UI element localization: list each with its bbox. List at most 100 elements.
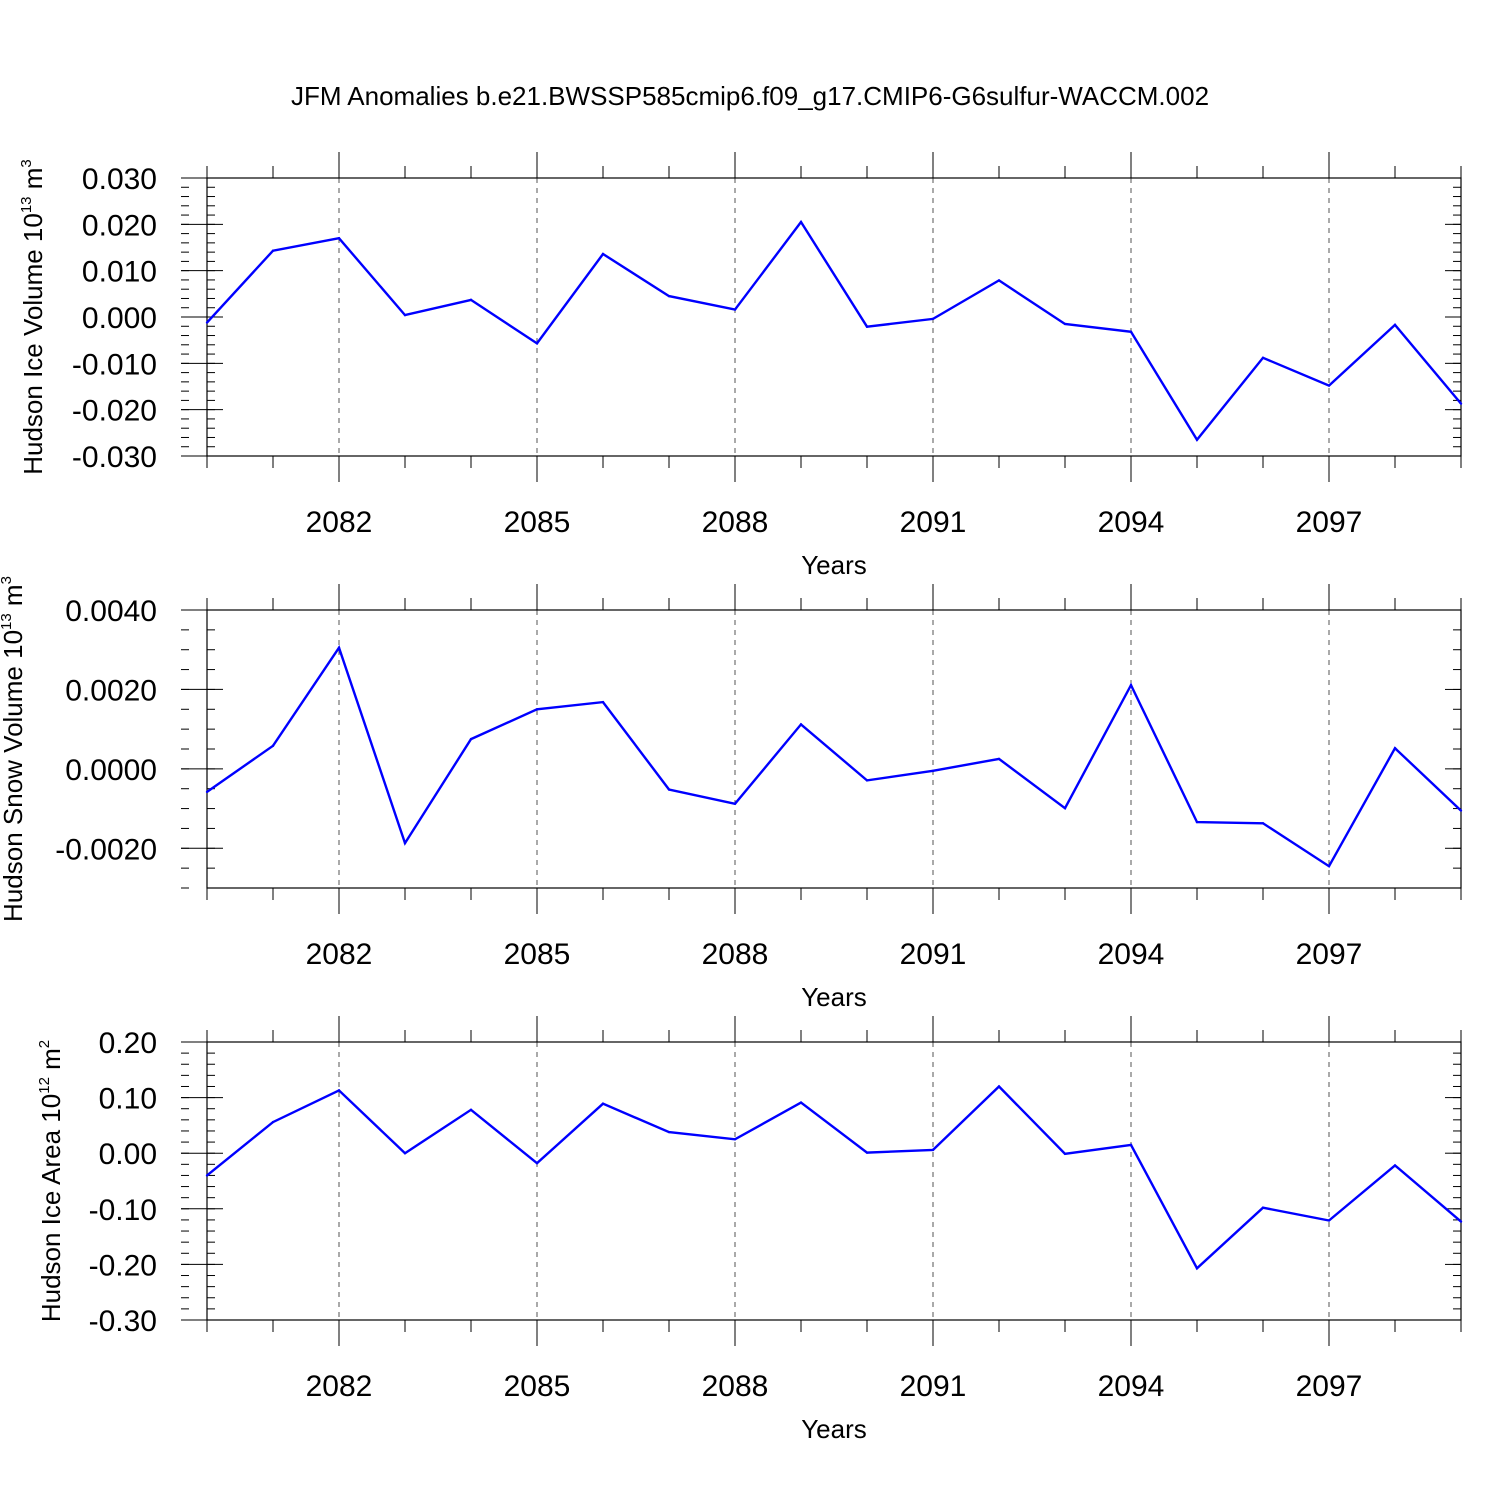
x-tick-label: 2085: [504, 1370, 571, 1403]
data-point: [271, 744, 275, 748]
y-tick-label: -0.10: [89, 1194, 157, 1227]
y-axis-title-part: m: [0, 584, 28, 613]
data-point: [1327, 864, 1331, 868]
x-tick-label: 2091: [900, 1370, 967, 1403]
data-point: [403, 1152, 407, 1155]
data-point: [337, 237, 341, 240]
x-tick-label: 2094: [1098, 506, 1165, 539]
y-tick-label: -0.20: [89, 1249, 157, 1282]
y-tick-label: 0.0040: [65, 595, 157, 628]
series-line: [206, 645, 1462, 868]
data-point: [1129, 683, 1133, 687]
data-point: [271, 1120, 275, 1124]
y-axis-title-part: Hudson Snow Volume 10: [0, 630, 28, 922]
y-axis-title-part: Hudson Ice Area 10: [36, 1094, 66, 1322]
x-tick-label: 2097: [1296, 1370, 1363, 1403]
y-tick-label: 0.000: [82, 302, 157, 335]
x-tick-label: 2088: [702, 938, 769, 971]
panel-1: 2082 2085 2088 2091 2094 2097 -0.030 -0.020 -0.0…: [18, 152, 1463, 580]
series-line: [206, 219, 1462, 442]
y-tick-label: 0.0000: [65, 754, 157, 787]
data-point: [337, 646, 341, 649]
data-point: [403, 841, 407, 845]
data-point: [733, 802, 737, 806]
data-point: [997, 1085, 1001, 1088]
y-axis-title: Hudson Ice Area 1012 m2: [36, 1040, 66, 1322]
x-tick-label: 2082: [306, 506, 373, 539]
y-tick-label: 0.030: [82, 163, 157, 196]
data-point: [1195, 1267, 1199, 1270]
x-tick-label: 2085: [504, 938, 571, 971]
data-point: [667, 294, 671, 298]
x-tick-label: 2082: [306, 938, 373, 971]
x-axis-title: Years: [801, 1414, 867, 1444]
data-point: [469, 298, 473, 302]
data-point: [799, 220, 803, 224]
data-point: [205, 790, 209, 794]
y-tick-label: -0.0020: [55, 833, 157, 866]
y-tick-label: -0.010: [72, 348, 157, 381]
data-point: [535, 708, 539, 711]
x-tick-label: 2097: [1296, 938, 1363, 971]
y-axis-title-superscript: 3: [18, 159, 35, 167]
y-tick-label: 0.010: [82, 256, 157, 289]
y-axis-title-superscript: 13: [18, 196, 35, 213]
x-tick-label: 2082: [306, 1370, 373, 1403]
x-axis-title: Years: [801, 550, 867, 580]
y-axis-title: Hudson Snow Volume 1013 m3: [0, 576, 28, 922]
series-line: [206, 1084, 1462, 1271]
data-point: [535, 1162, 539, 1165]
data-point: [601, 1102, 605, 1105]
data-point: [1063, 1152, 1067, 1155]
data-point: [865, 779, 869, 782]
x-tick-label: 2091: [900, 506, 967, 539]
data-point: [1063, 322, 1067, 326]
data-point: [469, 1108, 473, 1112]
data-point: [667, 788, 671, 791]
x-tick-label: 2097: [1296, 506, 1363, 539]
y-tick-label: -0.020: [72, 395, 157, 428]
data-point: [1393, 323, 1397, 327]
data-point: [205, 1174, 209, 1177]
data-point: [997, 279, 1001, 282]
data-point: [1459, 809, 1463, 812]
y-axis-title-superscript: 3: [0, 576, 15, 584]
data-point: [733, 1138, 737, 1141]
y-axis-title-part: m: [18, 168, 48, 197]
y-tick-label: 0.0020: [65, 674, 157, 707]
data-point: [1393, 1164, 1397, 1167]
figure-title: JFM Anomalies b.e21.BWSSP585cmip6.f09_g1…: [291, 81, 1209, 111]
y-axis-title-superscript: 12: [36, 1077, 53, 1094]
data-point: [865, 1151, 869, 1154]
plot-frame: [206, 1041, 1462, 1321]
data-point: [1261, 356, 1265, 359]
data-point: [1261, 822, 1265, 825]
y-tick-label: 0.00: [99, 1138, 157, 1171]
panel-3: 2082 2085 2088 2091 2094 2097 -0.30 -0.20 -0.10 0…: [36, 1016, 1463, 1444]
y-axis-title-superscript: 13: [0, 613, 15, 630]
x-tick-label: 2094: [1098, 938, 1165, 971]
data-point: [271, 249, 275, 252]
data-point: [469, 737, 473, 741]
data-point: [1195, 438, 1199, 441]
data-point: [1063, 806, 1067, 810]
y-tick-label: 0.10: [99, 1083, 157, 1116]
data-point: [601, 700, 605, 704]
data-point: [1129, 330, 1133, 334]
data-point: [799, 723, 803, 726]
x-tick-label: 2085: [504, 506, 571, 539]
data-point: [931, 317, 935, 321]
y-axis-title-part: Hudson Ice Volume 10: [18, 213, 48, 475]
x-tick-label: 2088: [702, 506, 769, 539]
data-point: [1129, 1143, 1133, 1147]
y-tick-label: -0.030: [72, 441, 157, 474]
data-point: [1393, 747, 1397, 750]
data-point: [799, 1101, 803, 1104]
y-tick-label: 0.20: [99, 1027, 157, 1060]
data-point: [997, 757, 1001, 761]
data-point: [931, 769, 935, 773]
data-point: [535, 342, 539, 345]
data-point: [403, 313, 407, 317]
data-point: [1459, 402, 1463, 405]
